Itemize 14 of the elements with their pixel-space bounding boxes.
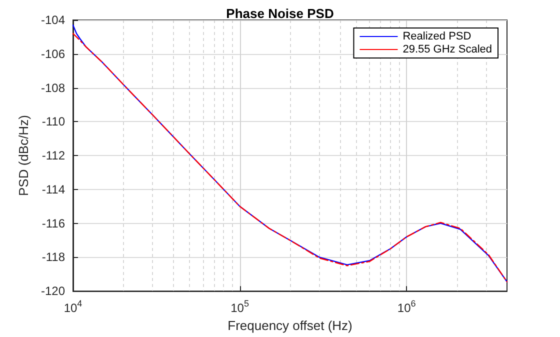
x-axis-title: Frequency offset (Hz) <box>228 318 352 333</box>
y-tick-label: -116 <box>42 216 66 230</box>
y-tick-label: -108 <box>40 80 66 95</box>
y-tick-label: -118 <box>42 250 66 264</box>
y-tick-label: -112 <box>42 148 66 163</box>
legend-label: Realized PSD <box>402 30 472 42</box>
y-tick-label: -106 <box>40 46 66 61</box>
y-tick-label: -110 <box>42 114 66 129</box>
chart-title: Phase Noise PSD <box>226 6 334 21</box>
legend-label: 29.55 GHz Scaled <box>402 44 492 56</box>
y-tick-label: -114 <box>42 182 66 196</box>
y-tick-label: -120 <box>40 284 66 298</box>
y-tick-label: -104 <box>40 13 66 27</box>
y-axis-title: PSD (dBc/Hz) <box>16 115 32 196</box>
